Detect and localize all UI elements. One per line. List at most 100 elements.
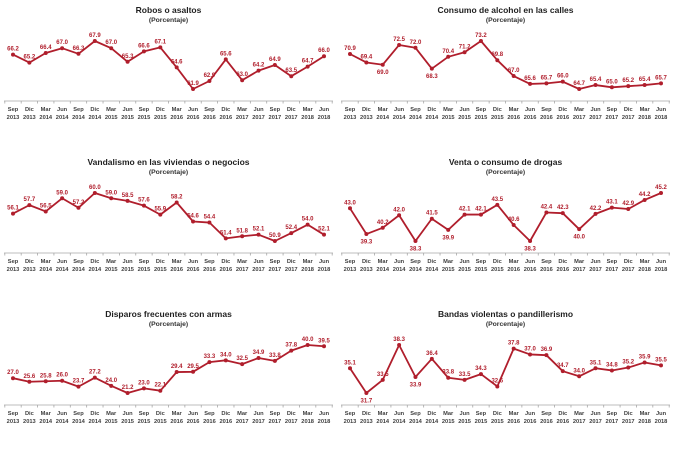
data-point-marker	[125, 59, 130, 64]
data-point-marker	[158, 45, 163, 50]
data-point-marker	[191, 219, 196, 224]
data-point-label: 57.2	[73, 200, 85, 206]
data-point-label: 54.4	[204, 215, 216, 221]
x-tick-label-month: Sep	[73, 107, 84, 113]
chart-subtitle: (Porcentaje)	[485, 321, 526, 328]
x-tick-label-month: Mar	[106, 411, 117, 417]
data-point-marker	[511, 223, 516, 227]
data-point-marker	[478, 372, 483, 377]
x-tick-label-month: Dic	[493, 411, 502, 417]
x-tick-label-year: 2014	[426, 267, 439, 273]
data-point-label: 40.0	[302, 337, 314, 343]
x-tick-label-month: Sep	[345, 259, 356, 265]
x-tick-label-month: Mar	[443, 107, 454, 113]
data-point-marker	[446, 375, 451, 380]
data-point-marker	[272, 358, 277, 363]
x-tick-label-month: Dic	[25, 259, 34, 265]
x-tick-label-year: 2017	[606, 115, 619, 121]
chart-header: Disparos frecuentes con armas (Porcentaj…	[0, 309, 337, 329]
data-point-marker	[125, 391, 130, 395]
data-point-marker	[289, 74, 294, 79]
x-tick-label-month: Sep	[204, 259, 215, 265]
x-tick-label-month: Mar	[574, 259, 585, 265]
data-point-label: 54.0	[302, 217, 314, 223]
x-tick-label-month: Jun	[188, 107, 199, 113]
data-point-marker	[593, 83, 598, 88]
data-point-label: 65.7	[655, 75, 667, 81]
data-point-label: 63.5	[285, 68, 297, 74]
data-point-marker	[560, 369, 565, 374]
data-point-marker	[272, 63, 277, 67]
x-tick-label-month: Mar	[378, 411, 389, 417]
x-tick-label-year: 2014	[393, 419, 406, 425]
x-tick-label-year: 2014	[72, 115, 85, 121]
data-point-marker	[397, 343, 402, 347]
chart-panel-disparos-con-armas: Disparos frecuentes con armas (Porcentaj…	[0, 304, 337, 456]
x-tick-label-year: 2017	[252, 267, 265, 273]
x-tick-label-year: 2013	[23, 267, 36, 273]
x-tick-label-year: 2015	[154, 267, 167, 273]
x-tick-label-month: Dic	[156, 259, 165, 265]
x-tick-label-year: 2018	[655, 267, 668, 273]
data-point-label: 24.0	[105, 378, 117, 384]
data-point-marker	[626, 84, 631, 89]
data-point-marker	[240, 362, 245, 367]
data-point-label: 64.9	[269, 57, 281, 63]
data-point-label: 29.4	[171, 364, 183, 370]
x-tick-label-year: 2017	[573, 419, 586, 425]
data-point-label: 58.5	[122, 193, 134, 199]
x-tick-label-month: Mar	[237, 107, 248, 113]
data-point-label: 64.7	[573, 81, 585, 87]
x-tick-label-month: Dic	[558, 107, 567, 113]
x-tick-label-year: 2017	[573, 267, 586, 273]
data-point-label: 27.0	[7, 370, 19, 376]
x-tick-label-year: 2017	[236, 419, 249, 425]
data-point-label: 35.2	[622, 360, 634, 366]
x-tick-label-year: 2016	[540, 115, 553, 121]
data-point-marker	[397, 42, 402, 47]
data-point-label: 22.1	[154, 383, 166, 389]
x-tick-label-year: 2014	[56, 419, 69, 425]
data-point-label: 38.3	[393, 337, 405, 343]
x-tick-label-month: Mar	[106, 107, 117, 113]
x-tick-label-year: 2013	[360, 419, 373, 425]
x-tick-label-year: 2015	[105, 419, 118, 425]
data-point-label: 40.6	[508, 217, 520, 223]
x-tick-label-year: 2016	[507, 115, 520, 121]
data-point-marker	[609, 368, 614, 373]
x-tick-label-month: Jun	[590, 411, 601, 417]
x-tick-label-year: 2015	[458, 115, 471, 121]
data-point-marker	[322, 344, 326, 349]
data-point-marker	[609, 205, 614, 210]
x-tick-label-year: 2017	[589, 115, 602, 121]
x-tick-label-month: Jun	[656, 411, 667, 417]
x-tick-label-month: Jun	[319, 411, 330, 417]
x-tick-label-year: 2016	[524, 267, 537, 273]
data-point-marker	[27, 60, 32, 65]
data-point-label: 73.2	[475, 33, 487, 39]
data-point-label: 35.9	[639, 354, 651, 360]
x-tick-label-year: 2013	[360, 267, 373, 273]
chart-subtitle: (Porcentaje)	[148, 17, 189, 24]
x-tick-label-year: 2018	[318, 419, 331, 425]
data-point-marker	[305, 64, 310, 69]
x-tick-label-month: Jun	[123, 259, 134, 265]
x-tick-label-month: Sep	[410, 259, 421, 265]
x-tick-label-month: Dic	[493, 107, 502, 113]
x-tick-label-month: Mar	[172, 107, 183, 113]
x-tick-label-year: 2017	[606, 267, 619, 273]
x-tick-label-year: 2017	[285, 267, 298, 273]
x-tick-label-year: 2013	[23, 115, 36, 121]
data-point-marker	[348, 366, 352, 371]
data-point-label: 43.5	[491, 197, 503, 203]
x-tick-label-year: 2013	[23, 419, 36, 425]
x-tick-label-month: Jun	[460, 411, 471, 417]
x-tick-label-month: Dic	[156, 107, 165, 113]
data-point-label: 34.9	[253, 350, 265, 356]
data-point-marker	[109, 196, 114, 201]
x-tick-label-month: Mar	[237, 411, 248, 417]
x-tick-label-year: 2015	[138, 115, 151, 121]
x-tick-label-month: Jun	[525, 107, 536, 113]
x-tick-label-year: 2013	[7, 115, 20, 121]
x-tick-label-month: Dic	[624, 107, 633, 113]
